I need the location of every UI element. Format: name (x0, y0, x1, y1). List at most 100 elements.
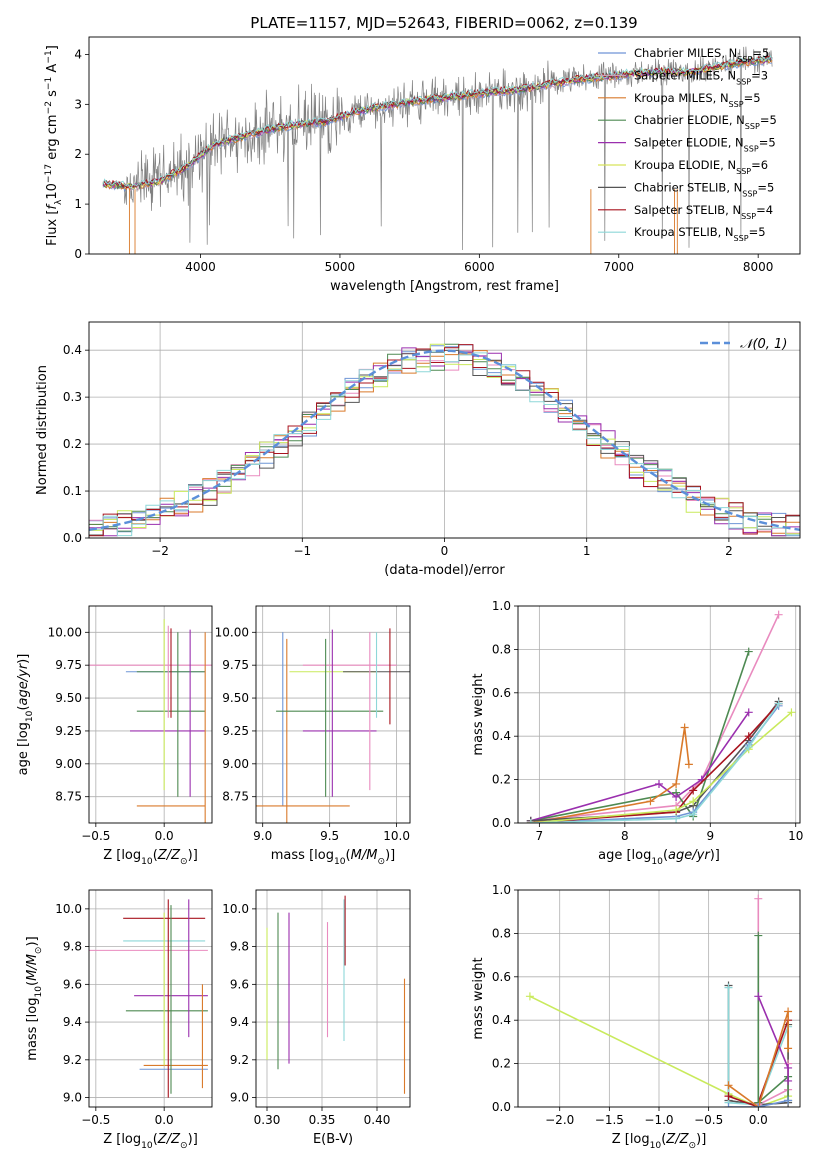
weight-marker (684, 760, 693, 769)
weight-marker (646, 797, 655, 806)
figure-title: PLATE=1157, MJD=52643, FIBERID=0062, z=0… (250, 14, 637, 32)
y-tick-label: 0.1 (63, 484, 82, 498)
weight-line (728, 1099, 789, 1107)
weight-marker (784, 1063, 793, 1072)
x-tick-label: 10 (788, 829, 803, 843)
x-tick-label: 9.0 (253, 829, 272, 843)
weight-marker (754, 931, 763, 940)
y-tick-label: 2 (74, 147, 82, 161)
y-tick-label: 9.0 (63, 1091, 82, 1105)
weight-marker (672, 792, 681, 801)
y-axis-label: mass [log10(M/M⊙)] (25, 936, 44, 1060)
panel-mass-weight-vs-age: 7 8 9 10 0.0 0.2 0.4 0.6 0.8 1.0 age [log10(age/yr… (471, 599, 803, 867)
panel-mass-vs-ebv: 0.30 0.35 0.40 9.0 9.2 9.4 9.6 9.8 10.0 E(B-V) (222, 889, 411, 1147)
axes-frame (255, 889, 411, 1108)
x-tick-label: 1 (583, 544, 591, 558)
weight-marker (754, 992, 763, 1001)
y-tick-label: 9.2 (230, 1053, 249, 1067)
y-axis-label: mass weight (471, 957, 486, 1039)
plot-area (256, 628, 410, 823)
y-tick-label: 0.8 (492, 926, 511, 940)
x-tick-label: 8 (621, 829, 629, 843)
y-tick-label: 0.6 (492, 970, 511, 984)
y-tick-label: 9.6 (230, 977, 249, 991)
histogram-series (89, 344, 800, 538)
y-tick-label: 3 (74, 97, 82, 111)
histogram-series (89, 351, 800, 538)
legend-label: Salpeter MILES, NSSP=3 (634, 68, 768, 86)
weight-line (757, 935, 789, 1105)
x-axis-label: Z [log10(Z/Z⊙)] (103, 1132, 198, 1151)
weight-marker (784, 1044, 793, 1053)
plot-area (526, 610, 796, 823)
legend-label: Kroupa MILES, NSSP=5 (634, 91, 761, 109)
y-tick-label: 9.0 (230, 1091, 249, 1105)
weight-marker (724, 1081, 733, 1090)
legend: 𝒩(0, 1) (700, 337, 787, 352)
x-tick-label: 2 (725, 544, 733, 558)
y-tick-label: 8.75 (222, 790, 249, 804)
x-tick-label: −2.0 (545, 1113, 574, 1127)
x-tick-label: −1.5 (595, 1113, 624, 1127)
x-axis-label: wavelength [Angstrom, rest frame] (330, 279, 559, 294)
x-tick-label: −0.5 (81, 1113, 110, 1127)
x-tick-label: 7 (536, 829, 544, 843)
legend-label: Chabrier ELODIE, NSSP=5 (634, 113, 777, 131)
legend-label: Salpeter STELIB, NSSP=4 (634, 203, 773, 221)
y-tick-label: 9.8 (63, 940, 82, 954)
x-tick-label: −0.5 (694, 1113, 723, 1127)
x-tick-label: 4000 (185, 260, 216, 274)
x-tick-label: 0.0 (155, 1113, 174, 1127)
y-tick-label: 4 (74, 47, 82, 61)
y-tick-label: 0.2 (63, 437, 82, 451)
weight-marker (744, 743, 753, 752)
x-tick-label: 9.5 (320, 829, 339, 843)
x-tick-label: −1 (293, 544, 311, 558)
y-tick-label: 9.25 (55, 724, 82, 738)
x-tick-label: 0.35 (309, 1113, 336, 1127)
y-axis-label: mass weight (471, 673, 486, 755)
weight-marker (744, 708, 753, 717)
y-tick-label: 0.0 (492, 1100, 511, 1114)
y-tick-label: 1.0 (492, 883, 511, 897)
y-tick-label: 9.8 (230, 940, 249, 954)
y-tick-label: 0.4 (492, 729, 511, 743)
weight-marker (754, 1103, 763, 1107)
weight-marker (784, 1007, 793, 1016)
axes-frame (88, 605, 213, 824)
weight-marker (784, 1096, 793, 1105)
grid (256, 890, 410, 1107)
weight-marker (724, 1092, 733, 1101)
y-tick-label: 0.2 (492, 773, 511, 787)
x-tick-label: 0.0 (155, 829, 174, 843)
y-axis-label: Flux [fλ10−17 erg cm−2 s−1 A−1] (44, 45, 64, 246)
x-tick-label: −0.5 (81, 829, 110, 843)
x-tick-label: 0.40 (364, 1113, 391, 1127)
legend-label: Kroupa STELIB, NSSP=5 (634, 225, 766, 243)
y-tick-label: 9.75 (55, 658, 82, 672)
weight-marker (672, 814, 681, 823)
weight-line (727, 987, 789, 1106)
y-tick-label: 9.25 (222, 724, 249, 738)
y-tick-label: 9.75 (222, 658, 249, 672)
y-tick-label: 10.0 (55, 902, 82, 916)
weight-line (530, 614, 780, 822)
weight-marker (724, 1103, 733, 1107)
weight-marker (526, 819, 535, 823)
x-tick-label: 10.0 (383, 829, 410, 843)
weight-line (530, 651, 750, 822)
y-tick-label: 9.00 (55, 757, 82, 771)
legend-label: Chabrier STELIB, NSSP=5 (634, 180, 774, 198)
x-axis-label: age [log10(age/yr)] (598, 848, 720, 867)
weight-line (728, 1011, 789, 1107)
axes-frame (88, 36, 801, 255)
normal-curve (89, 349, 800, 531)
y-tick-label: 10.0 (222, 902, 249, 916)
weight-line (530, 711, 750, 822)
axes-frame (255, 605, 411, 824)
y-tick-label: 0.3 (63, 390, 82, 404)
weight-marker (724, 983, 733, 992)
y-tick-label: 0.0 (492, 816, 511, 830)
legend-label: Salpeter ELODIE, NSSP=5 (634, 136, 776, 154)
axes-frame (88, 889, 213, 1108)
